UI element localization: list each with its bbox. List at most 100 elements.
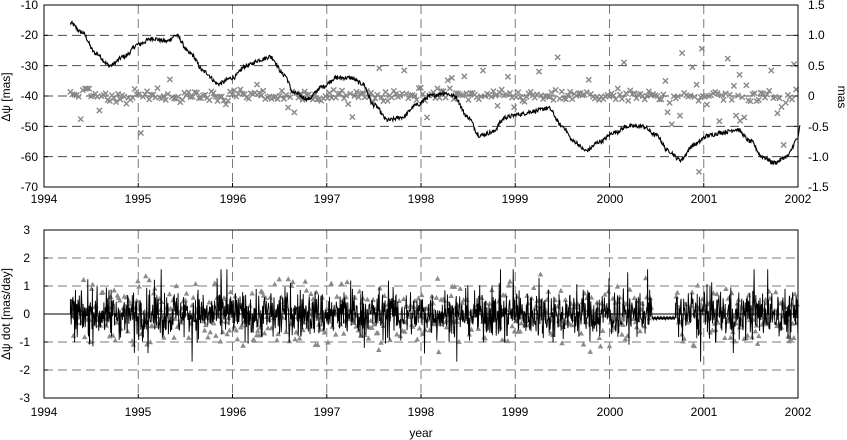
residual-x-marker bbox=[276, 92, 283, 99]
rate-triangle-marker bbox=[434, 275, 441, 281]
residual-x-marker bbox=[788, 96, 796, 103]
residual-x-marker bbox=[763, 91, 771, 98]
residual-x-marker bbox=[417, 84, 424, 91]
residual-x-marker bbox=[442, 94, 449, 101]
residual-x-marker bbox=[732, 112, 740, 119]
residual-x-marker bbox=[490, 88, 497, 95]
residual-x-marker bbox=[730, 82, 738, 89]
rate-triangle-marker bbox=[615, 298, 622, 304]
residual-x-marker bbox=[376, 65, 383, 72]
residual-x-marker bbox=[689, 64, 696, 71]
residual-x-marker bbox=[401, 67, 408, 74]
bottom-ytick-label: 2 bbox=[23, 251, 30, 265]
rate-triangle-marker bbox=[792, 291, 798, 297]
rate-triangle-marker bbox=[300, 327, 306, 333]
rate-triangle-marker bbox=[791, 335, 797, 341]
rate-triangle-marker bbox=[315, 341, 321, 347]
residual-x-marker bbox=[782, 99, 789, 106]
rate-triangle-marker bbox=[278, 294, 285, 300]
rate-triangle-marker bbox=[756, 333, 762, 339]
rate-triangle-marker bbox=[189, 302, 195, 308]
rate-triangle-marker bbox=[338, 280, 345, 286]
top-ytick-label: -40 bbox=[21, 89, 39, 103]
rate-triangle-marker bbox=[715, 319, 721, 325]
residual-x-marker bbox=[112, 98, 120, 106]
rate-triangle-marker bbox=[171, 334, 177, 340]
rate-triangle-marker bbox=[774, 323, 780, 329]
residual-x-marker bbox=[378, 94, 385, 101]
rate-triangle-marker bbox=[691, 343, 698, 349]
residual-x-marker bbox=[666, 99, 673, 106]
rate-triangle-marker bbox=[725, 295, 731, 301]
residual-x-marker bbox=[517, 93, 524, 101]
rate-triangle-marker bbox=[212, 280, 218, 286]
rate-triangle-marker bbox=[151, 290, 157, 296]
residual-x-marker bbox=[540, 95, 547, 103]
residual-x-marker bbox=[774, 110, 781, 117]
top-xtick-label: 1999 bbox=[502, 192, 529, 206]
bottom-xtick-label: 1994 bbox=[31, 405, 58, 419]
rate-triangle-marker bbox=[80, 276, 87, 282]
rate-triangle-marker bbox=[569, 322, 575, 328]
residual-x-marker bbox=[664, 109, 671, 116]
residual-x-marker bbox=[722, 90, 729, 97]
rate-triangle-marker bbox=[745, 292, 752, 298]
rate-triangle-marker bbox=[143, 273, 149, 279]
rate-triangle-marker bbox=[292, 336, 298, 342]
rate-triangle-marker bbox=[251, 337, 258, 343]
residual-x-marker bbox=[724, 55, 731, 62]
rate-triangle-marker bbox=[374, 329, 381, 335]
rate-triangle-marker bbox=[172, 315, 178, 321]
residual-x-marker bbox=[133, 91, 140, 98]
bottom-ytick-label: 0 bbox=[23, 307, 30, 321]
residual-x-marker bbox=[676, 112, 684, 119]
residual-x-marker bbox=[625, 97, 632, 104]
residual-x-marker bbox=[554, 54, 561, 61]
rate-triangle-marker bbox=[183, 290, 190, 296]
rate-triangle-marker bbox=[596, 335, 603, 341]
rate-triangle-marker bbox=[680, 338, 686, 344]
residual-x-marker bbox=[548, 89, 555, 96]
residual-x-marker bbox=[585, 76, 592, 83]
residual-x-marker bbox=[154, 85, 161, 92]
rate-triangle-marker bbox=[233, 327, 239, 333]
bottom-xtick-label: 1995 bbox=[125, 405, 152, 419]
rate-triangle-marker bbox=[728, 290, 735, 296]
rate-triangle-marker bbox=[588, 294, 595, 300]
top-tick-marks bbox=[43, 4, 799, 188]
residual-x-marker bbox=[678, 49, 686, 57]
residual-x-marker bbox=[498, 86, 505, 93]
rate-triangle-marker bbox=[224, 331, 230, 337]
residual-x-marker bbox=[535, 68, 543, 75]
residual-x-marker bbox=[193, 89, 200, 96]
residual-x-marker bbox=[351, 92, 358, 100]
rate-triangle-marker bbox=[261, 330, 268, 336]
residual-x-marker bbox=[218, 93, 225, 100]
residual-x-marker bbox=[195, 94, 203, 102]
rate-triangle-marker bbox=[141, 308, 148, 314]
rate-triangle-marker bbox=[619, 331, 625, 337]
rate-triangle-marker bbox=[293, 329, 299, 335]
residual-x-marker bbox=[620, 59, 628, 66]
residual-x-marker bbox=[77, 116, 84, 123]
residual-x-marker bbox=[583, 89, 590, 96]
residual-x-marker bbox=[631, 90, 638, 97]
rate-triangle-marker bbox=[267, 294, 273, 300]
top-right-ytick-label: -0.5 bbox=[808, 120, 829, 134]
residual-x-marker bbox=[726, 91, 733, 98]
top-xtick-label: 1998 bbox=[408, 192, 435, 206]
rate-triangle-marker bbox=[402, 328, 408, 334]
rate-triangle-marker bbox=[217, 338, 224, 344]
residual-x-marker bbox=[374, 91, 381, 98]
residual-x-marker bbox=[285, 104, 292, 111]
residual-x-marker bbox=[616, 91, 623, 98]
residual-x-marker bbox=[338, 87, 346, 94]
residual-x-marker bbox=[343, 92, 350, 99]
residual-x-marker bbox=[413, 96, 420, 103]
residual-x-marker bbox=[768, 67, 775, 74]
residual-x-marker bbox=[558, 88, 565, 95]
residual-x-marker bbox=[75, 93, 82, 100]
top-xtick-label: 2000 bbox=[597, 192, 624, 206]
top-right-ytick-label: 0.5 bbox=[808, 59, 825, 73]
rate-triangle-marker bbox=[762, 296, 769, 302]
